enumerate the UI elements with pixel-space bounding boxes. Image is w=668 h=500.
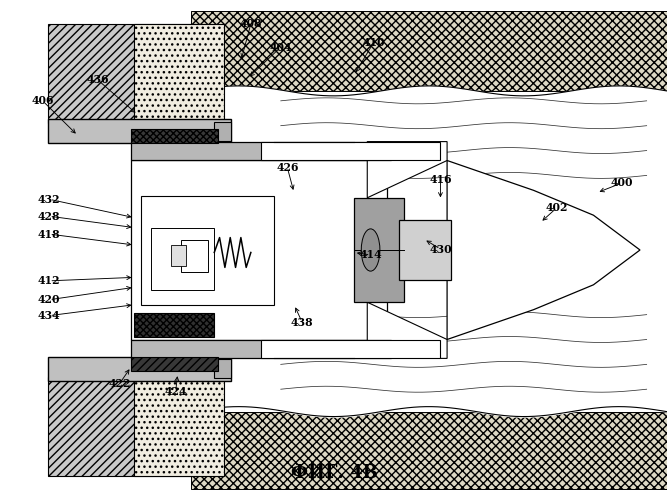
Bar [48, 24, 198, 123]
Bar [48, 119, 231, 143]
Bar [131, 340, 391, 358]
Text: 418: 418 [38, 228, 61, 239]
Bar [131, 160, 387, 340]
Bar [214, 360, 231, 378]
Bar [134, 377, 224, 476]
Bar [354, 198, 404, 302]
Bar [48, 377, 198, 476]
Bar [131, 128, 218, 142]
Text: 426: 426 [276, 162, 299, 173]
Polygon shape [367, 142, 447, 198]
Bar [214, 122, 231, 141]
Text: 438: 438 [291, 316, 313, 328]
Bar [261, 340, 440, 358]
Bar [399, 220, 451, 280]
Text: 416: 416 [429, 174, 452, 185]
Bar [134, 24, 224, 123]
Text: 402: 402 [546, 202, 568, 213]
Bar [191, 12, 667, 91]
Bar [171, 245, 186, 266]
Bar [131, 142, 391, 161]
Bar [151, 228, 214, 290]
Text: 408: 408 [240, 18, 262, 30]
Text: 432: 432 [38, 194, 61, 205]
Bar [261, 142, 440, 161]
Text: 428: 428 [38, 210, 61, 222]
Text: 400: 400 [611, 178, 633, 188]
Bar [181, 240, 208, 272]
Text: 414: 414 [359, 250, 382, 260]
Bar [141, 196, 274, 304]
Text: 430: 430 [429, 244, 452, 254]
Text: 406: 406 [31, 96, 54, 106]
Polygon shape [367, 302, 447, 358]
Text: 412: 412 [38, 276, 61, 286]
Text: 436: 436 [87, 74, 109, 86]
Bar [191, 412, 667, 488]
Text: 420: 420 [38, 294, 61, 305]
Text: 422: 422 [108, 378, 131, 389]
Text: 404: 404 [269, 42, 292, 52]
Text: 410: 410 [363, 36, 385, 48]
Bar [131, 358, 218, 372]
Polygon shape [447, 160, 640, 340]
Bar [48, 357, 231, 381]
Text: ФИГ. 4В: ФИГ. 4В [291, 464, 377, 482]
Text: 434: 434 [38, 310, 61, 321]
Ellipse shape [361, 229, 380, 271]
Text: 424: 424 [164, 386, 187, 397]
Bar [134, 313, 214, 337]
